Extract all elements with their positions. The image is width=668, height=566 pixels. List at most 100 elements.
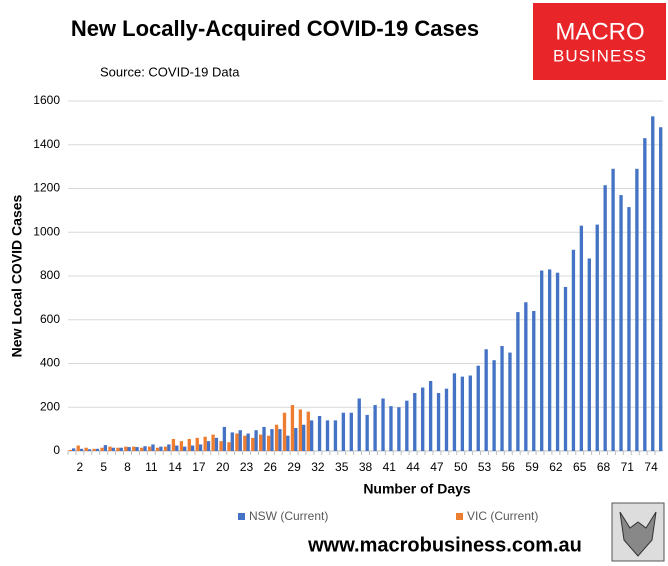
bar: [71, 448, 76, 451]
bar: [500, 346, 504, 451]
bar: [119, 447, 123, 451]
bar: [309, 420, 314, 451]
bar: [111, 447, 115, 451]
bar: [179, 441, 184, 451]
bar: [317, 416, 322, 451]
bar: [587, 258, 591, 451]
bar: [397, 407, 401, 451]
x-tick-label: 32: [311, 460, 325, 474]
bar: [341, 412, 346, 451]
bar: [135, 447, 139, 451]
chart-title: New Locally-Acquired COVID-19 Cases: [71, 16, 479, 41]
bar: [302, 424, 306, 451]
bar: [262, 426, 266, 451]
x-tick-label: 38: [359, 460, 373, 474]
bar: [405, 400, 409, 451]
legend-swatch: [238, 513, 245, 520]
x-tick-label: 5: [100, 460, 107, 474]
bar: [95, 448, 100, 451]
bar: [92, 448, 96, 451]
bar: [298, 409, 303, 451]
bar: [274, 424, 279, 451]
bar: [187, 438, 191, 451]
legend-label: VIC (Current): [467, 509, 538, 523]
bar: [540, 270, 544, 451]
x-tick-label: 20: [216, 460, 230, 474]
bar: [603, 185, 607, 451]
x-tick-label: 65: [573, 460, 587, 474]
bar: [235, 433, 239, 451]
bar: [183, 446, 187, 451]
bar: [198, 444, 203, 451]
bar: [294, 428, 298, 451]
bar: [251, 437, 255, 451]
bar: [365, 414, 369, 451]
bar: [286, 435, 290, 451]
bar: [627, 207, 631, 451]
bar: [508, 352, 512, 451]
bar: [147, 446, 152, 451]
bar: [127, 447, 131, 451]
x-tick-label: 8: [124, 460, 131, 474]
bar: [175, 445, 179, 451]
x-tick-label: 2: [77, 460, 84, 474]
bar: [222, 426, 227, 451]
bar: [547, 269, 552, 451]
bar: [571, 249, 576, 451]
bar: [100, 447, 104, 451]
y-tick-label: 1200: [33, 181, 60, 195]
bar: [306, 411, 310, 451]
x-tick-label: 11: [145, 460, 158, 474]
bar: [389, 406, 393, 451]
bar: [651, 116, 655, 451]
x-axis-title: Number of Days: [363, 481, 471, 497]
bar: [325, 420, 330, 451]
y-tick-label: 400: [40, 356, 60, 370]
bar: [421, 387, 425, 451]
logo-text: BUSINESS: [553, 46, 647, 65]
bar: [79, 448, 84, 451]
bar: [214, 437, 219, 451]
bar: [219, 441, 223, 451]
logo-box: [533, 3, 666, 80]
bar: [132, 446, 136, 451]
bar: [167, 444, 171, 451]
bar: [476, 365, 480, 451]
x-tick-label: 59: [525, 460, 539, 474]
bar: [116, 447, 120, 451]
y-tick-label: 1000: [33, 224, 60, 238]
x-tick-label: 71: [621, 460, 635, 474]
bar: [103, 445, 108, 451]
bar: [243, 435, 247, 451]
legend-label: NSW (Current): [249, 509, 328, 523]
legend-swatch: [456, 513, 463, 520]
bar: [68, 449, 72, 451]
bar: [108, 446, 112, 451]
x-tick-label: 23: [240, 460, 254, 474]
logo-text: MACRO: [555, 18, 644, 45]
bar: [659, 127, 663, 451]
bar: [373, 405, 377, 451]
bar: [140, 447, 144, 451]
bar: [452, 373, 457, 451]
x-tick-label: 29: [287, 460, 301, 474]
x-tick-label: 47: [430, 460, 444, 474]
bar: [270, 429, 274, 451]
bar: [460, 376, 465, 451]
bar: [611, 168, 615, 451]
y-tick-label: 0: [53, 443, 60, 457]
x-tick-label: 53: [478, 460, 492, 474]
bar: [171, 438, 176, 451]
bar: [428, 381, 433, 451]
bar: [238, 430, 242, 451]
bar: [643, 138, 647, 451]
bar: [124, 446, 128, 451]
bar: [563, 286, 568, 451]
bar: [151, 444, 155, 451]
y-tick-label: 1600: [33, 93, 60, 107]
bar: [163, 446, 168, 451]
bar: [227, 442, 231, 451]
bar: [282, 412, 287, 451]
bar: [76, 445, 80, 451]
